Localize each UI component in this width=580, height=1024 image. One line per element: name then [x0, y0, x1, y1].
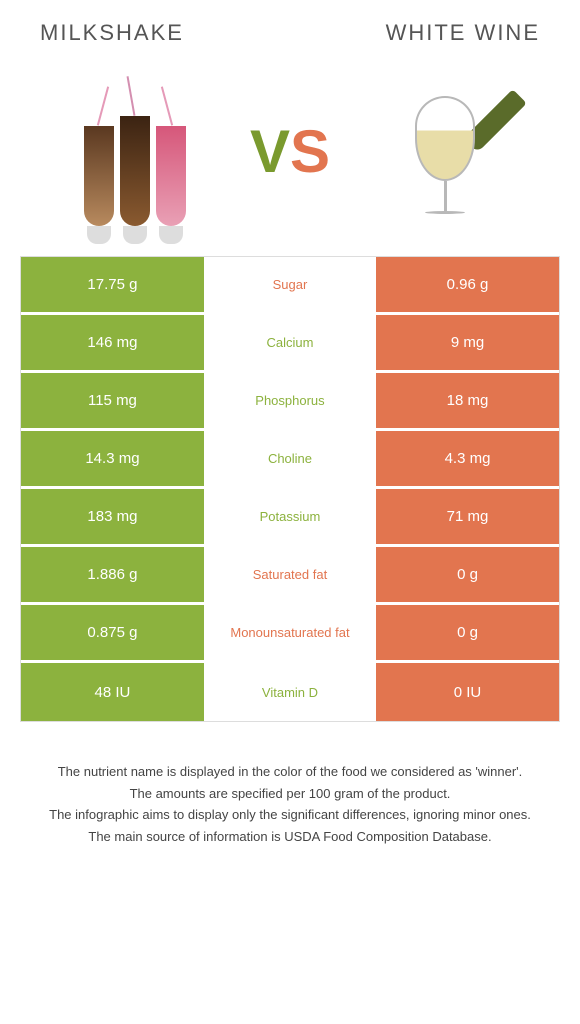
left-food-title: Milkshake [40, 20, 184, 46]
left-value: 1.886 g [21, 547, 204, 602]
table-row: 1.886 gSaturated fat0 g [21, 547, 559, 605]
nutrient-label: Potassium [204, 489, 376, 544]
wine-icon [370, 76, 520, 226]
left-value: 115 mg [21, 373, 204, 428]
header: Milkshake White wine [20, 20, 560, 66]
nutrient-label: Monounsaturated fat [204, 605, 376, 660]
images-row: VS [20, 66, 560, 256]
table-row: 146 mgCalcium9 mg [21, 315, 559, 373]
left-value: 17.75 g [21, 257, 204, 312]
footer-line: The amounts are specified per 100 gram o… [30, 784, 550, 804]
nutrient-label: Calcium [204, 315, 376, 370]
footer-notes: The nutrient name is displayed in the co… [20, 722, 560, 846]
right-value: 4.3 mg [376, 431, 559, 486]
footer-line: The main source of information is USDA F… [30, 827, 550, 847]
table-row: 14.3 mgCholine4.3 mg [21, 431, 559, 489]
comparison-table: 17.75 gSugar0.96 g146 mgCalcium9 mg115 m… [20, 256, 560, 722]
nutrient-label: Vitamin D [204, 663, 376, 721]
nutrient-label: Phosphorus [204, 373, 376, 428]
nutrient-label: Saturated fat [204, 547, 376, 602]
left-value: 183 mg [21, 489, 204, 544]
left-value: 0.875 g [21, 605, 204, 660]
table-row: 17.75 gSugar0.96 g [21, 257, 559, 315]
right-value: 0.96 g [376, 257, 559, 312]
nutrient-label: Sugar [204, 257, 376, 312]
left-value: 14.3 mg [21, 431, 204, 486]
right-value: 9 mg [376, 315, 559, 370]
footer-line: The infographic aims to display only the… [30, 805, 550, 825]
left-value: 146 mg [21, 315, 204, 370]
right-food-title: White wine [386, 20, 540, 46]
table-row: 0.875 gMonounsaturated fat0 g [21, 605, 559, 663]
right-value: 0 IU [376, 663, 559, 721]
left-value: 48 IU [21, 663, 204, 721]
milkshake-icon [60, 76, 210, 226]
footer-line: The nutrient name is displayed in the co… [30, 762, 550, 782]
right-value: 71 mg [376, 489, 559, 544]
right-value: 0 g [376, 605, 559, 660]
vs-label: VS [250, 117, 330, 186]
table-row: 115 mgPhosphorus18 mg [21, 373, 559, 431]
table-row: 48 IUVitamin D0 IU [21, 663, 559, 721]
right-value: 0 g [376, 547, 559, 602]
right-value: 18 mg [376, 373, 559, 428]
table-row: 183 mgPotassium71 mg [21, 489, 559, 547]
nutrient-label: Choline [204, 431, 376, 486]
